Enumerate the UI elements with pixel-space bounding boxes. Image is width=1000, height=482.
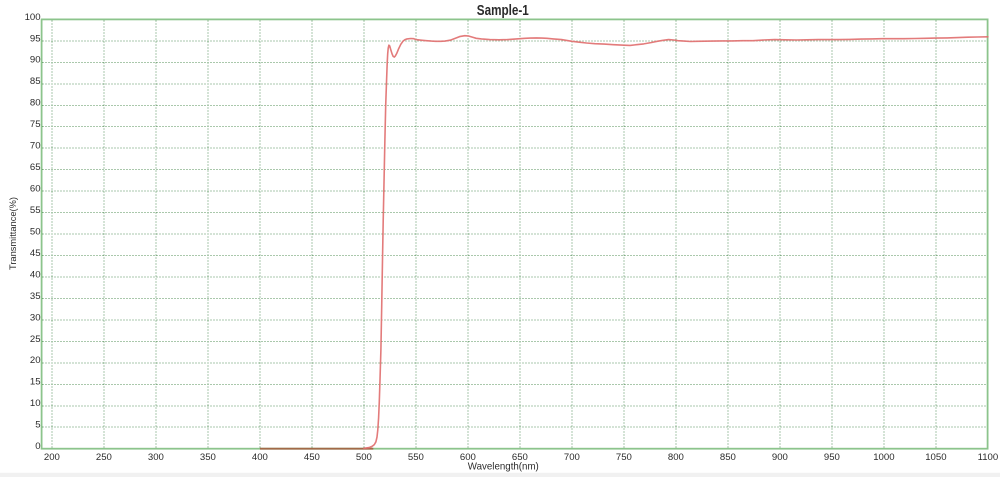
svg-text:85: 85 <box>30 76 41 87</box>
svg-text:10: 10 <box>30 398 41 409</box>
svg-text:Wavelength(nm): Wavelength(nm) <box>468 461 539 473</box>
svg-text:70: 70 <box>30 141 41 152</box>
svg-text:35: 35 <box>30 291 41 302</box>
svg-text:900: 900 <box>772 452 788 463</box>
svg-text:50: 50 <box>30 226 41 237</box>
svg-text:550: 550 <box>408 452 424 463</box>
svg-text:0: 0 <box>35 441 40 452</box>
svg-text:40: 40 <box>30 269 41 280</box>
svg-text:90: 90 <box>30 55 41 66</box>
svg-text:950: 950 <box>824 452 840 463</box>
svg-text:500: 500 <box>356 452 372 463</box>
svg-text:Transmittance(%): Transmittance(%) <box>8 197 19 270</box>
svg-text:650: 650 <box>512 452 528 463</box>
svg-text:45: 45 <box>30 248 41 259</box>
svg-text:55: 55 <box>30 205 41 216</box>
svg-text:20: 20 <box>30 355 41 366</box>
svg-text:300: 300 <box>148 452 164 463</box>
svg-text:30: 30 <box>30 312 41 323</box>
svg-text:600: 600 <box>460 452 476 463</box>
svg-text:800: 800 <box>668 452 684 463</box>
svg-text:80: 80 <box>30 98 41 109</box>
svg-text:850: 850 <box>720 452 736 463</box>
svg-text:750: 750 <box>616 452 632 463</box>
svg-text:15: 15 <box>30 377 41 388</box>
svg-text:700: 700 <box>564 452 580 463</box>
svg-text:95: 95 <box>30 33 41 44</box>
svg-text:400: 400 <box>252 452 268 463</box>
svg-text:100: 100 <box>25 12 41 23</box>
svg-text:75: 75 <box>30 119 41 130</box>
svg-text:5: 5 <box>35 420 40 431</box>
svg-text:350: 350 <box>200 452 216 463</box>
svg-text:1000: 1000 <box>873 452 894 463</box>
svg-text:60: 60 <box>30 184 41 195</box>
svg-text:1050: 1050 <box>925 452 946 463</box>
svg-text:65: 65 <box>30 162 41 173</box>
svg-text:450: 450 <box>304 452 320 463</box>
svg-text:Sample-1: Sample-1 <box>477 2 529 19</box>
svg-text:250: 250 <box>96 452 112 463</box>
svg-text:1100: 1100 <box>978 452 999 463</box>
svg-text:25: 25 <box>30 334 41 345</box>
svg-text:200: 200 <box>44 452 60 463</box>
